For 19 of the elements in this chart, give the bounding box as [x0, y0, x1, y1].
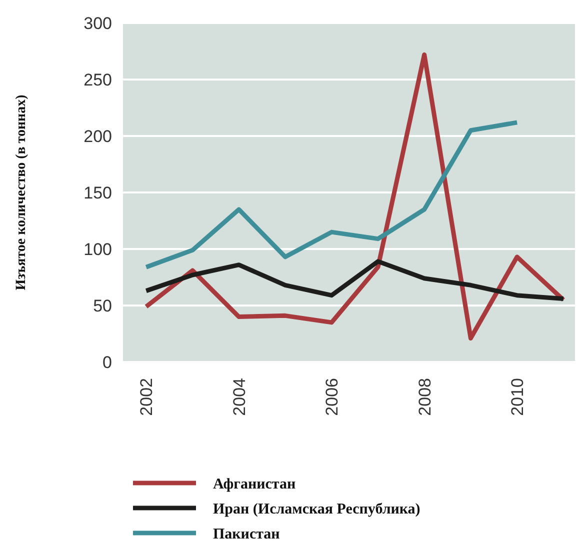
- y-tick-label: 300: [84, 14, 112, 33]
- legend-label: Пакистан: [213, 526, 280, 542]
- y-axis-title: Изъятое количество (в тоннах): [14, 94, 29, 290]
- y-tick-label: 100: [84, 240, 112, 259]
- x-tick-label: 2002: [137, 378, 156, 416]
- y-tick-label: 0: [102, 352, 112, 372]
- y-tick-label: 50: [93, 296, 112, 316]
- x-tick-label: 2008: [415, 378, 434, 416]
- line-series: [144, 52, 566, 341]
- x-tick-label: 2010: [508, 378, 527, 416]
- y-tick-label: 200: [84, 126, 112, 146]
- line-series: [144, 259, 566, 301]
- y-tick-label: 150: [84, 183, 112, 202]
- legend-label: Афганистан: [213, 476, 296, 492]
- x-tick-label: 2006: [322, 378, 342, 416]
- y-tick-label: 250: [84, 70, 112, 90]
- line-series: [144, 120, 520, 270]
- x-tick-label: 2004: [230, 378, 249, 416]
- legend-label: Иран (Исламская Республика): [213, 501, 420, 518]
